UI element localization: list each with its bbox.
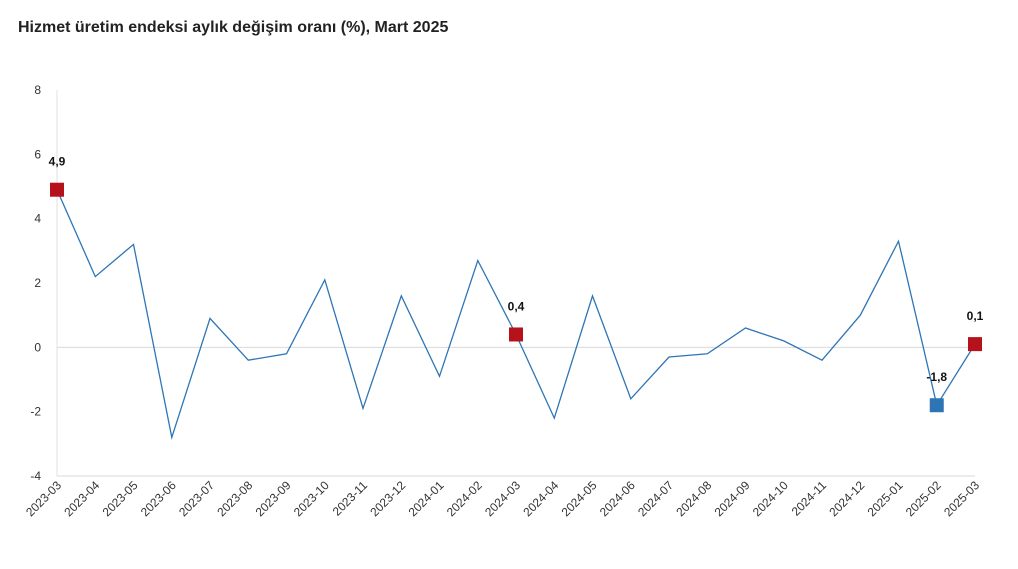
x-axis-ticks: 2023-032023-042023-052023-062023-072023-… <box>23 478 982 519</box>
x-tick-label: 2024-07 <box>635 478 676 519</box>
y-tick-label: 8 <box>34 83 41 97</box>
data-point <box>858 313 862 317</box>
data-point <box>705 352 709 356</box>
highlight-markers: 4,9 0,4 -1,8 0,1 <box>49 155 984 413</box>
highlight-marker <box>968 337 982 352</box>
x-tick-label: 2024-01 <box>406 478 447 519</box>
data-point <box>820 358 824 362</box>
x-tick-label: 2025-02 <box>903 478 944 519</box>
data-point <box>667 355 671 359</box>
data-point <box>285 352 289 356</box>
chart-title: Hizmet üretim endeksi aylık değişim oran… <box>18 19 449 36</box>
x-tick-label: 2024-04 <box>520 478 561 519</box>
x-tick-label: 2023-12 <box>367 478 408 519</box>
x-tick-label: 2023-11 <box>330 478 371 519</box>
x-tick-label: 2024-09 <box>712 478 753 519</box>
x-tick-label: 2023-09 <box>253 478 294 519</box>
x-tick-label: 2024-02 <box>444 478 485 519</box>
x-tick-label: 2024-08 <box>673 478 714 519</box>
data-point <box>93 275 97 279</box>
data-point <box>629 397 633 401</box>
x-tick-label: 2023-04 <box>61 478 102 519</box>
x-tick-label: 2023-08 <box>214 478 255 519</box>
x-tick-label: 2024-10 <box>750 478 791 519</box>
data-point <box>744 326 748 330</box>
x-tick-label: 2024-11 <box>789 478 830 519</box>
x-tick-label: 2024-06 <box>597 478 638 519</box>
data-point <box>897 239 901 243</box>
data-label: 4,9 <box>49 155 66 169</box>
data-point <box>591 294 595 298</box>
data-point <box>438 374 442 378</box>
x-tick-label: 2024-12 <box>826 478 867 519</box>
data-point <box>323 278 327 282</box>
data-point <box>246 358 250 362</box>
data-point <box>399 294 403 298</box>
data-label: 0,4 <box>508 299 525 313</box>
data-point <box>208 316 212 320</box>
series-line <box>56 189 976 440</box>
x-tick-label: 2025-03 <box>941 478 982 519</box>
highlight-marker <box>929 398 944 413</box>
y-tick-label: -4 <box>30 469 41 483</box>
x-tick-label: 2023-07 <box>176 478 217 519</box>
y-tick-label: 6 <box>34 147 41 161</box>
series-group <box>56 189 976 440</box>
highlight-marker <box>509 327 523 342</box>
highlight-marker <box>50 182 64 197</box>
data-point <box>170 435 174 439</box>
y-tick-label: 2 <box>34 276 41 290</box>
axes <box>56 90 975 477</box>
x-tick-label: 2023-10 <box>291 478 332 519</box>
data-point <box>782 339 786 343</box>
data-point <box>132 242 136 246</box>
x-tick-label: 2023-05 <box>100 478 141 519</box>
y-tick-label: 4 <box>34 212 41 226</box>
y-tick-label: -2 <box>30 405 41 419</box>
x-tick-label: 2023-06 <box>138 478 179 519</box>
x-tick-label: 2025-01 <box>865 478 906 519</box>
data-point <box>476 258 480 262</box>
x-tick-label: 2023-03 <box>23 478 64 519</box>
x-tick-label: 2024-03 <box>482 478 523 519</box>
data-point <box>361 406 365 410</box>
data-label: 0,1 <box>967 309 984 323</box>
data-point <box>552 416 556 420</box>
data-label: -1,8 <box>926 370 947 384</box>
x-tick-label: 2024-05 <box>559 478 600 519</box>
y-tick-label: 0 <box>34 340 41 354</box>
y-axis-ticks: 8 6 4 2 0 -2 -4 <box>30 83 41 483</box>
